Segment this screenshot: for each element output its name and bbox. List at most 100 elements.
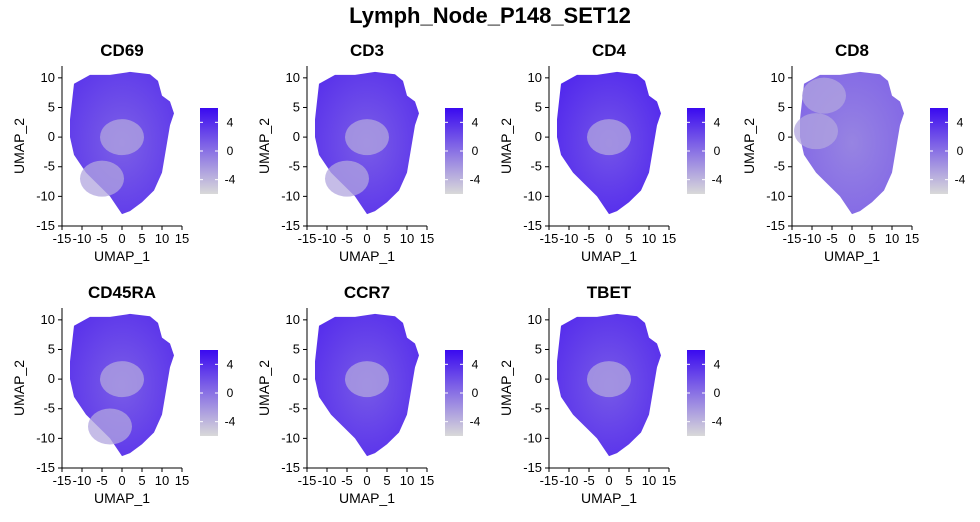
legend-tick-label: -4 bbox=[712, 173, 723, 187]
low-expression-region bbox=[345, 361, 389, 398]
x-tick-label: 15 bbox=[420, 473, 434, 488]
x-axis-label: UMAP_1 bbox=[94, 490, 150, 506]
panel-title: CCR7 bbox=[344, 283, 390, 302]
low-expression-region bbox=[100, 119, 144, 156]
legend-tick-label: -4 bbox=[225, 415, 236, 429]
x-tick-label: 5 bbox=[625, 473, 632, 488]
y-axis-label: UMAP_2 bbox=[256, 118, 272, 174]
x-tick-label: 0 bbox=[605, 231, 612, 246]
x-tick-label: 10 bbox=[642, 231, 656, 246]
x-axis-label: UMAP_1 bbox=[339, 490, 395, 506]
x-tick-label: 5 bbox=[625, 231, 632, 246]
y-tick-label: -10 bbox=[281, 188, 300, 203]
y-tick-label: -10 bbox=[766, 188, 785, 203]
x-tick-label: -15 bbox=[783, 231, 802, 246]
x-tick-label: 0 bbox=[118, 473, 125, 488]
color-legend-bar bbox=[445, 108, 463, 194]
color-legend-bar bbox=[687, 108, 705, 194]
y-tick-label: 10 bbox=[286, 70, 300, 85]
y-tick-label: 0 bbox=[535, 129, 542, 144]
x-tick-label: -15 bbox=[298, 231, 317, 246]
legend-tick-label: 4 bbox=[472, 115, 479, 129]
legend-tick-label: 4 bbox=[227, 115, 234, 129]
y-tick-label: -10 bbox=[281, 430, 300, 445]
x-tick-label: 10 bbox=[400, 231, 414, 246]
x-tick-label: 15 bbox=[175, 231, 189, 246]
x-axis-label: UMAP_1 bbox=[581, 248, 637, 264]
x-tick-label: -15 bbox=[540, 231, 559, 246]
x-axis-label: UMAP_1 bbox=[581, 490, 637, 506]
y-tick-label: 5 bbox=[48, 99, 55, 114]
y-tick-label: -15 bbox=[281, 460, 300, 475]
y-tick-label: 0 bbox=[293, 371, 300, 386]
x-tick-label: -10 bbox=[318, 231, 337, 246]
x-tick-label: 10 bbox=[885, 231, 899, 246]
x-tick-label: -10 bbox=[803, 231, 822, 246]
x-tick-label: 15 bbox=[905, 231, 919, 246]
y-tick-label: 5 bbox=[48, 341, 55, 356]
x-tick-label: -10 bbox=[73, 473, 92, 488]
low-expression-region bbox=[802, 77, 846, 114]
x-tick-label: 0 bbox=[118, 231, 125, 246]
x-tick-label: -5 bbox=[96, 231, 108, 246]
x-axis-label: UMAP_1 bbox=[824, 248, 880, 264]
panel-title: TBET bbox=[587, 283, 632, 302]
x-tick-label: -15 bbox=[540, 473, 559, 488]
x-tick-label: 5 bbox=[138, 473, 145, 488]
legend-tick-label: -4 bbox=[712, 415, 723, 429]
umap-plot: CD69-15 -10 -5 0 5 10 15-15-10-50510UMAP_1UMAP… bbox=[11, 41, 236, 264]
x-tick-label: -15 bbox=[53, 231, 72, 246]
panel-title: CD45RA bbox=[88, 283, 156, 302]
panel-title: CD3 bbox=[350, 41, 384, 60]
x-tick-label: 15 bbox=[662, 473, 676, 488]
y-axis-label: UMAP_2 bbox=[256, 360, 272, 416]
x-tick-label: 5 bbox=[138, 231, 145, 246]
umap-plot: TBET-15 -10 -5 0 5 10 15-15-10-50510UMAP_1UMAP… bbox=[498, 283, 723, 506]
y-tick-label: -5 bbox=[773, 159, 785, 174]
y-tick-label: -15 bbox=[36, 460, 55, 475]
y-tick-label: -5 bbox=[288, 159, 300, 174]
low-expression-region bbox=[587, 361, 631, 398]
y-tick-label: 5 bbox=[535, 341, 542, 356]
legend-tick-label: 0 bbox=[227, 386, 234, 400]
low-expression-region bbox=[345, 119, 389, 156]
x-tick-label: 10 bbox=[642, 473, 656, 488]
low-expression-region bbox=[794, 113, 838, 150]
y-tick-label: 0 bbox=[293, 129, 300, 144]
y-tick-label: -5 bbox=[43, 159, 55, 174]
x-tick-label: 10 bbox=[400, 473, 414, 488]
umap-plot: CD4-15 -10 -5 0 5 10 15-15-10-50510UMAP_1UMAP_… bbox=[498, 41, 723, 264]
x-tick-label: -15 bbox=[298, 473, 317, 488]
umap-panel: TBET -15 -10 -5 0 5 10 15 -15 -10 -5 0 5 10 UMAP_1 UMAP… bbox=[497, 282, 737, 522]
x-tick-label: 5 bbox=[868, 231, 875, 246]
panel-title: CD8 bbox=[835, 41, 869, 60]
low-expression-region bbox=[587, 119, 631, 156]
x-tick-label: -10 bbox=[560, 231, 579, 246]
umap-panel: CD45RA -15 -10 -5 0 5 10 15 -15 -10 -5 0 5 10 UMAP_1 UM… bbox=[10, 282, 250, 522]
x-axis-label: UMAP_1 bbox=[94, 248, 150, 264]
x-tick-label: 5 bbox=[383, 473, 390, 488]
y-tick-label: 10 bbox=[41, 312, 55, 327]
y-tick-label: -5 bbox=[530, 159, 542, 174]
y-tick-label: -5 bbox=[288, 401, 300, 416]
legend-tick-label: 4 bbox=[714, 115, 721, 129]
y-tick-label: -5 bbox=[530, 401, 542, 416]
legend-tick-label: -4 bbox=[470, 415, 481, 429]
x-tick-label: -5 bbox=[341, 473, 353, 488]
legend-tick-label: 4 bbox=[227, 357, 234, 371]
legend-tick-label: 0 bbox=[714, 144, 721, 158]
y-tick-label: -15 bbox=[523, 218, 542, 233]
y-axis-label: UMAP_2 bbox=[741, 118, 757, 174]
x-tick-label: -15 bbox=[53, 473, 72, 488]
y-tick-label: 0 bbox=[48, 129, 55, 144]
y-tick-label: 5 bbox=[293, 341, 300, 356]
y-tick-label: 5 bbox=[778, 99, 785, 114]
umap-panel: CD69 -15 -10 -5 0 5 10 15 -15 -10 -5 0 5 10 UMAP_1 UMAP… bbox=[10, 40, 250, 280]
legend-tick-label: 4 bbox=[957, 115, 964, 129]
x-tick-label: 0 bbox=[363, 473, 370, 488]
x-tick-label: 0 bbox=[848, 231, 855, 246]
x-tick-label: -10 bbox=[560, 473, 579, 488]
y-tick-label: 10 bbox=[41, 70, 55, 85]
x-tick-label: -5 bbox=[96, 473, 108, 488]
y-tick-label: -15 bbox=[766, 218, 785, 233]
